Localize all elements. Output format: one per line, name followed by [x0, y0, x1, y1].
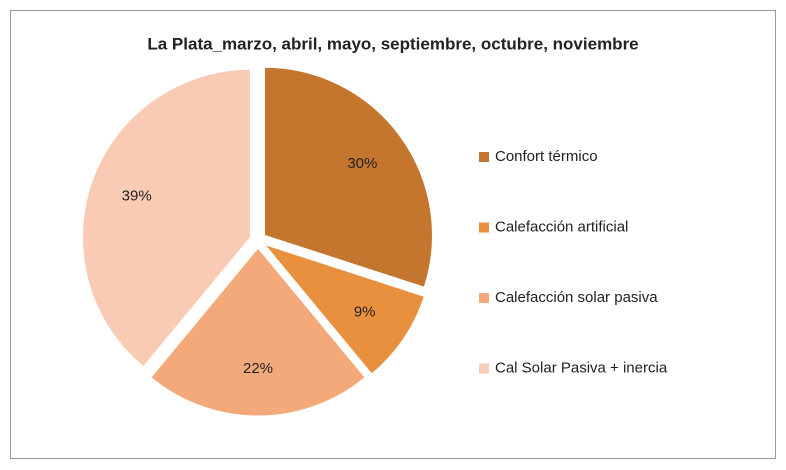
legend-label: Calefacción solar pasiva	[495, 289, 658, 306]
legend-label: Calefacción artificial	[495, 218, 628, 235]
legend-swatch	[479, 222, 489, 233]
data-label: 9%	[354, 303, 376, 320]
legend-swatch	[479, 293, 489, 303]
pie-slice	[81, 68, 251, 368]
pie-slice	[150, 247, 366, 417]
data-label: 39%	[122, 187, 152, 204]
legend-label: Confort térmico	[495, 148, 598, 165]
data-label: 22%	[243, 360, 273, 377]
legend-swatch	[479, 363, 489, 374]
data-label: 30%	[347, 155, 377, 172]
chart-title: La Plata_marzo, abril, mayo, septiembre,…	[147, 34, 638, 53]
legend-swatch	[479, 152, 489, 162]
legend-label: Cal Solar Pasiva + inercia	[495, 359, 668, 376]
pie-slice	[263, 243, 426, 375]
pie-slice	[263, 66, 433, 288]
